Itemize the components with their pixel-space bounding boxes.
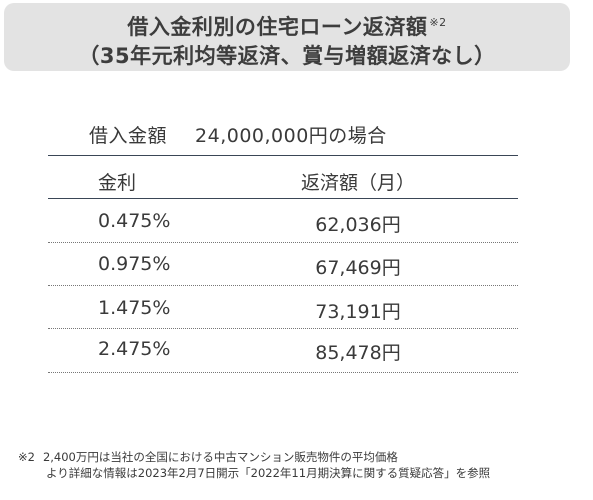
- page-subtitle: （35年元利均等返済、賞与増額返済なし）: [78, 44, 496, 68]
- title-footnote-marker: ※2: [429, 16, 447, 29]
- payment-cell: 62,036円: [315, 214, 401, 236]
- header-bottom-rule: [48, 198, 518, 199]
- rate-cell: 0.475%: [98, 210, 171, 232]
- rate-cell: 1.475%: [98, 297, 171, 319]
- payment-cell: 85,478円: [315, 342, 401, 364]
- row-divider: [48, 285, 518, 286]
- table-top-rule: [48, 155, 518, 156]
- row-divider: [48, 242, 518, 243]
- footnote-line-2: より詳細な情報は2023年2月7日開示「2022年11月期決算に関する質疑応答」…: [46, 466, 491, 480]
- loan-amount-value: 24,000,000円の場合: [195, 125, 387, 147]
- payment-cell: 67,469円: [315, 257, 401, 279]
- row-divider: [48, 328, 518, 329]
- footnote-text-1: 2,400万円は当社の全国における中古マンション販売物件の平均価格: [42, 450, 398, 464]
- page-title: 借入金利別の住宅ローン返済額 ※2: [4, 11, 570, 41]
- header-rate: 金利: [98, 172, 137, 194]
- rate-cell: 0.975%: [98, 253, 171, 275]
- loan-amount-label: 借入金額: [89, 125, 168, 147]
- title-box: 借入金利別の住宅ローン返済額 ※2 （35年元利均等返済、賞与増額返済なし）: [4, 3, 570, 71]
- header-payment: 返済額（月）: [300, 172, 415, 194]
- rate-cell: 2.475%: [98, 338, 171, 360]
- loan-amount-heading: 借入金額 24,000,000円の場合: [89, 121, 387, 148]
- footnote-marker: ※2: [18, 450, 35, 464]
- table-bottom-rule: [48, 372, 518, 373]
- payment-cell: 73,191円: [315, 301, 401, 323]
- page-title-text: 借入金利別の住宅ローン返済額: [127, 15, 428, 39]
- footnote-line-1: ※2 2,400万円は当社の全国における中古マンション販売物件の平均価格: [18, 449, 398, 465]
